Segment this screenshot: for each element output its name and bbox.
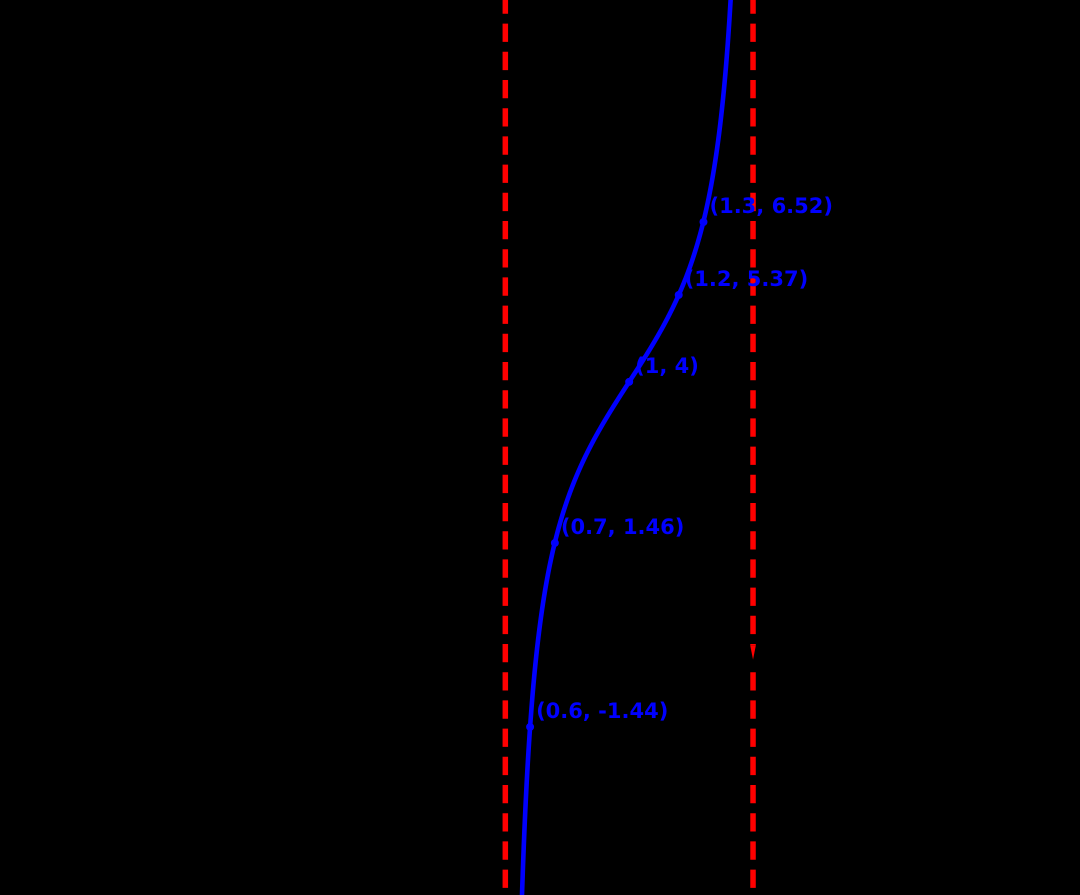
point-dot [674,290,683,299]
point-dot [526,722,535,731]
point-label: (0.6, -1.44) [536,699,668,723]
point-label: (1, 4) [635,354,699,378]
point-label: (1.2, 5.37) [685,267,809,291]
point-label: (1.3, 6.52) [709,194,833,218]
occlusion-notch-tip [750,645,756,660]
point-dot [699,218,708,227]
point-dot [550,538,559,547]
point-dot [625,377,634,386]
function-curve [519,0,733,895]
point-label: (0.7, 1.46) [561,515,685,539]
